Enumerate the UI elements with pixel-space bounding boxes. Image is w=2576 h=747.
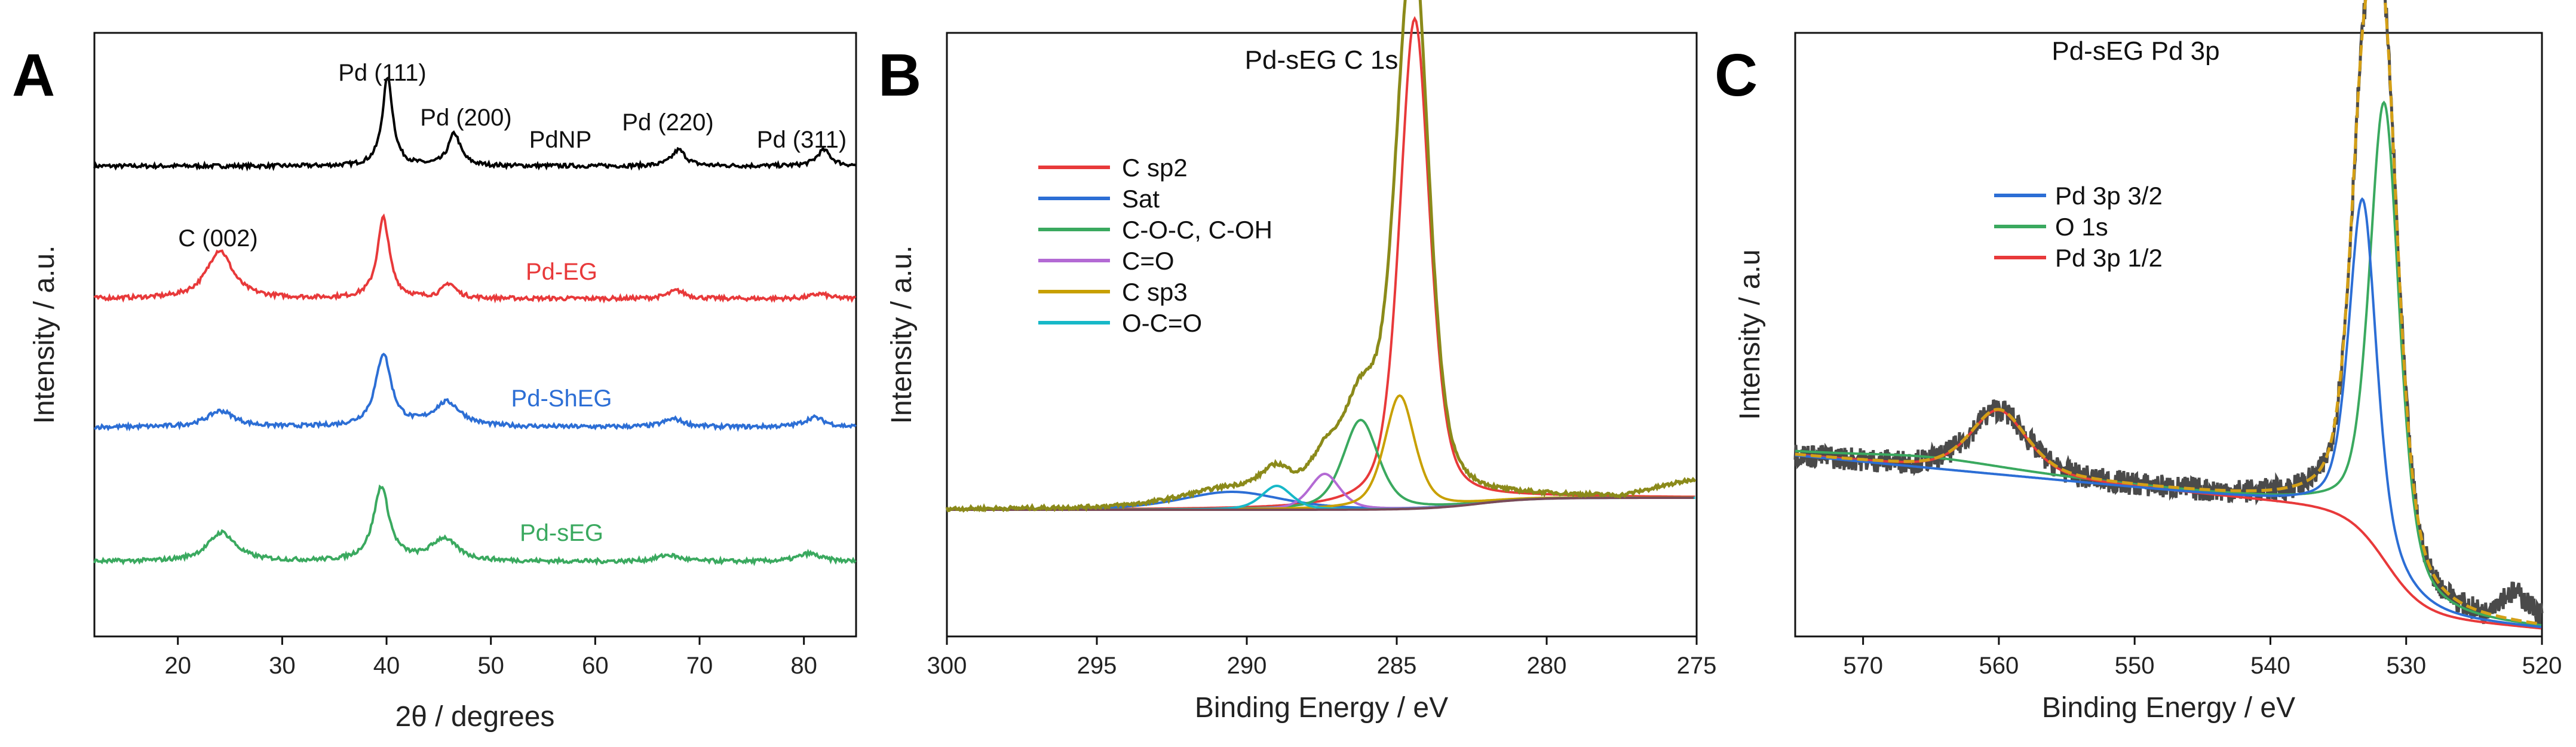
component-pd-3p-1-2 xyxy=(1795,409,2542,630)
x-tick-label: 560 xyxy=(1979,653,2019,679)
x-tick-label: 275 xyxy=(1677,653,1717,679)
x-ticks-b: 300 295 290 285 280 275 xyxy=(927,636,1717,679)
annotation-pd-eg: Pd-EG xyxy=(526,259,597,285)
annotation-pd311: Pd (311) xyxy=(757,127,847,153)
x-tick-label: 520 xyxy=(2522,653,2562,679)
x-axis-label-b: Binding Energy / eV xyxy=(1195,692,1448,724)
component-pd-3p-3-2 xyxy=(1795,197,2542,629)
x-tick-label: 290 xyxy=(1227,653,1267,679)
annotation-pd-seg: Pd-sEG xyxy=(520,520,603,546)
panel-label-a: A xyxy=(12,42,55,109)
x-tick-label: 30 xyxy=(269,653,296,679)
legend-label-c-o-c-c-oh: C-O-C, C-OH xyxy=(1122,216,1272,244)
panel-b: B Pd-sEG C 1s 300 295 290 285 280 275 C sp2 Sa… xyxy=(878,0,1716,724)
raw-data-line xyxy=(1793,0,2544,624)
legend-b: C sp2 Sat C-O-C, C-OH C=O C sp3 O-C=O xyxy=(1038,154,1272,337)
series-line-pdnp xyxy=(93,75,857,172)
panel-c: C Pd-sEG Pd 3p 570 560 550 540 530 520 Pd 3p … xyxy=(1715,0,2562,724)
chart-title-c: Pd-sEG Pd 3p xyxy=(2051,36,2219,66)
x-tick-label: 80 xyxy=(790,653,817,679)
x-axis-label-c: Binding Energy / eV xyxy=(2042,692,2295,724)
component-c-sp2 xyxy=(947,16,1695,511)
x-tick-label: 285 xyxy=(1377,653,1417,679)
x-ticks-a: 20 30 40 50 60 70 80 xyxy=(164,636,817,679)
legend-label-pd-3p-1-2: Pd 3p 1/2 xyxy=(2055,244,2163,272)
y-axis-label-a: Intensity / a.u. xyxy=(29,246,60,424)
legend-label-sat: Sat xyxy=(1122,185,1160,213)
panel-label-c: C xyxy=(1715,42,1758,109)
series-line-pd-eg xyxy=(93,213,857,304)
annotation-c002: C (002) xyxy=(178,225,257,252)
legend-label-c-o: C=O xyxy=(1122,247,1174,275)
x-tick-label: 530 xyxy=(2386,653,2426,679)
legend-label-c-sp3: C sp3 xyxy=(1122,278,1188,306)
x-tick-label: 60 xyxy=(582,653,609,679)
y-axis-label-b: Intensity / a.u. xyxy=(886,246,918,424)
annotation-pdnp: PdNP xyxy=(529,127,592,153)
legend-c: Pd 3p 3/2 O 1s Pd 3p 1/2 xyxy=(1994,182,2163,272)
annotation-pd-sheg: Pd-ShEG xyxy=(511,385,612,412)
annotation-pd220: Pd (220) xyxy=(622,109,713,136)
series-line-pd-sheg xyxy=(94,353,857,432)
x-tick-label: 295 xyxy=(1077,653,1117,679)
x-tick-label: 20 xyxy=(164,653,191,679)
axes-frame-c xyxy=(1794,32,2543,638)
x-tick-label: 280 xyxy=(1527,653,1567,679)
x-tick-label: 50 xyxy=(477,653,504,679)
axes-frame-b xyxy=(946,32,1698,638)
series-lines-a xyxy=(93,75,857,567)
panel-label-b: B xyxy=(878,42,921,109)
x-tick-label: 40 xyxy=(373,653,400,679)
legend-label-pd-3p-3-2: Pd 3p 3/2 xyxy=(2055,182,2163,210)
legend-label-o-1s: O 1s xyxy=(2055,213,2108,241)
panel-a: A 20 30 40 50 60 70 80 Pd (111) Pd (200) PdNP … xyxy=(12,32,857,733)
x-tick-label: 570 xyxy=(1843,653,1883,679)
legend-label-c-sp2: C sp2 xyxy=(1122,154,1188,182)
series-line-pd-seg xyxy=(93,484,857,567)
legend-label-o-c-o: O-C=O xyxy=(1122,309,1202,337)
x-axis-label-a: 2θ / degrees xyxy=(395,701,555,733)
component-o-1s xyxy=(1795,100,2542,627)
chart-title-b: Pd-sEG C 1s xyxy=(1245,45,1399,75)
x-ticks-c: 570 560 550 540 530 520 xyxy=(1843,636,2562,679)
y-axis-label-c: Intensity / a.u xyxy=(1734,249,1766,420)
envelope-line xyxy=(1795,0,2542,626)
x-tick-label: 70 xyxy=(686,653,713,679)
x-tick-label: 300 xyxy=(927,653,967,679)
annotation-pd200: Pd (200) xyxy=(420,105,511,131)
x-tick-label: 540 xyxy=(2250,653,2290,679)
envelope-line xyxy=(945,0,1697,513)
series-lines-c xyxy=(1793,0,2544,630)
annotation-pd111: Pd (111) xyxy=(338,60,426,86)
axes-frame-a xyxy=(93,32,857,638)
series-lines-b xyxy=(945,0,1697,513)
x-tick-label: 550 xyxy=(2115,653,2155,679)
